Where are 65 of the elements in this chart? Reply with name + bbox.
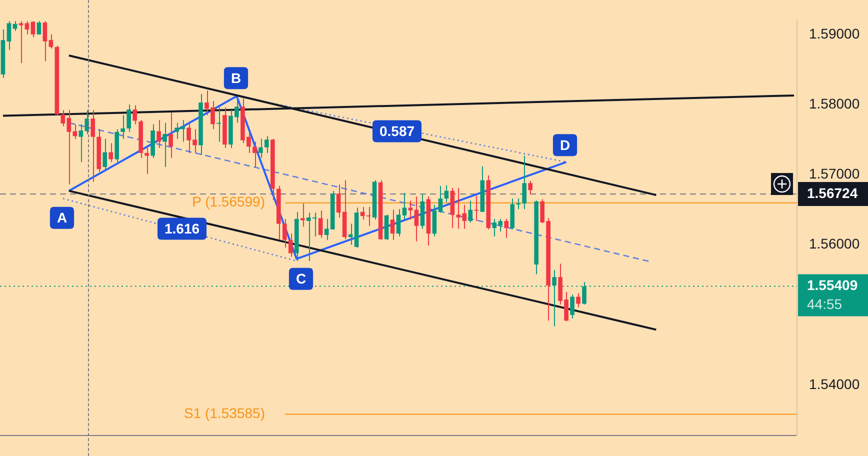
candlestick [444, 184, 449, 203]
candlestick [384, 214, 389, 240]
ref-line-label: P (1.56599) [192, 194, 265, 210]
candlestick [24, 20, 30, 35]
candlestick [162, 122, 167, 168]
candlestick [468, 200, 473, 223]
candlestick [474, 195, 479, 222]
y-tick-label: 1.58000 [809, 95, 860, 112]
candlestick [144, 148, 149, 174]
candlestick [30, 20, 36, 38]
candlestick [108, 142, 114, 163]
candlestick [102, 138, 108, 170]
candlestick [336, 184, 341, 218]
annotation: C [296, 270, 306, 287]
candlestick [264, 136, 269, 154]
candlestick [282, 218, 287, 248]
candlestick [438, 185, 443, 214]
annotation: A [56, 210, 68, 226]
candlestick [324, 218, 329, 240]
candlestick [12, 20, 18, 32]
candlestick [570, 294, 574, 319]
annotation: 1.616 [164, 220, 200, 237]
ref-line-label: S1 (1.53585) [184, 405, 265, 422]
candlestick [60, 110, 66, 127]
candlestick [90, 110, 96, 182]
candlestick [396, 208, 401, 237]
y-tick-label: 1.56000 [809, 236, 860, 252]
candlestick [318, 210, 323, 238]
annotation: B [230, 70, 242, 86]
candlestick [432, 204, 437, 237]
candlestick [576, 292, 580, 308]
candlestick [258, 138, 263, 158]
candlestick [456, 188, 461, 230]
candlestick [288, 233, 293, 258]
candlestick [126, 104, 131, 132]
candlestick [390, 209, 395, 240]
annotation: 0.587 [379, 123, 415, 140]
candlestick [18, 20, 24, 64]
candlestick [156, 119, 161, 149]
candlestick [462, 204, 467, 230]
candlestick [6, 20, 12, 50]
candlestick [216, 106, 221, 142]
candlestick [522, 155, 526, 210]
candlestick [132, 104, 137, 125]
y-tick-label: 1.59000 [809, 25, 860, 42]
candlestick [300, 202, 305, 228]
candlestick [528, 180, 532, 195]
annotation: D [560, 136, 570, 153]
candlestick [36, 20, 42, 35]
candlestick [504, 218, 509, 238]
candlestick [450, 188, 455, 228]
candlestick [402, 192, 407, 220]
ref-line-label: 1.56724 [807, 184, 858, 201]
candlestick [408, 200, 413, 220]
candlestick [120, 114, 126, 140]
y-tick-label: 1.54000 [809, 376, 860, 392]
text: 44:55 [807, 296, 842, 312]
candlestick [414, 196, 419, 242]
candlestick [168, 112, 173, 158]
candlestick [366, 206, 371, 226]
candlestick [252, 141, 257, 168]
y-tick-label: 1.57000 [809, 166, 860, 182]
candlestick [42, 20, 48, 62]
ref-line-label: 1.55409 [807, 277, 858, 294]
candlestick [48, 34, 54, 49]
